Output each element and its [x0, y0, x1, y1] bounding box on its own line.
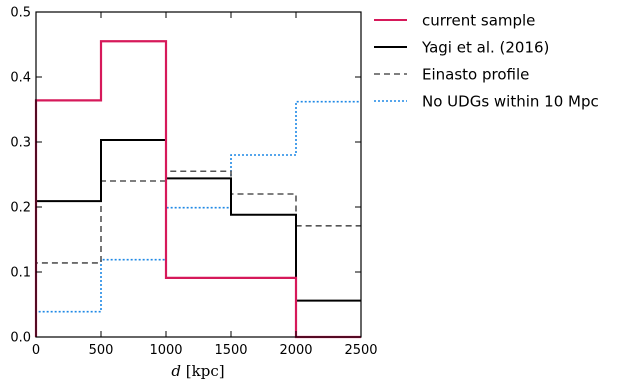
series-current-sample-line	[34, 40, 361, 339]
legend-label-yagi-et-al-2016: Yagi et al. (2016)	[421, 39, 549, 57]
series-layer	[34, 40, 361, 339]
legend-label-einasto-profile: Einasto profile	[422, 66, 529, 84]
x-tick-label: 2000	[279, 343, 312, 358]
legend: current sample Yagi et al. (2016) Einasto …	[374, 12, 599, 111]
series-einasto-profile-line	[35, 170, 361, 337]
series-yagi-et-al-2016-line	[35, 139, 361, 337]
y-tick-label: 0.1	[10, 266, 31, 281]
legend-label-current-sample: current sample	[422, 12, 535, 30]
y-tick-label: 0.4	[10, 71, 31, 86]
y-tick-label: 0.3	[10, 136, 31, 151]
plot-frame	[35, 11, 362, 338]
legend-label-no-udgs-within-10-mpc: No UDGs within 10 Mpc	[422, 93, 599, 111]
y-tick-label: 0.2	[10, 201, 31, 216]
x-tick-label: 500	[89, 343, 114, 358]
y-tick-label: 0.0	[10, 331, 31, 346]
x-tick-label: 1000	[149, 343, 182, 358]
x-tick-label: 2500	[344, 343, 377, 358]
svg-text:d [kpc]: d [kpc]	[171, 362, 224, 380]
x-axis-label: d [kpc]	[171, 362, 224, 380]
y-tick-label: 0.5	[10, 6, 31, 21]
x-axis-label-var: d	[171, 362, 185, 380]
tick-layer: 0 500 1000 1500 2000 2500 0.0 0.1 0.2 0.3 0.4 0.5	[10, 6, 377, 359]
x-tick-label: 1500	[214, 343, 247, 358]
x-tick-label: 0	[32, 343, 40, 358]
series-no-udgs-within-10-mpc-line	[35, 100, 361, 337]
x-axis-label-unit: [kpc]	[186, 362, 225, 380]
